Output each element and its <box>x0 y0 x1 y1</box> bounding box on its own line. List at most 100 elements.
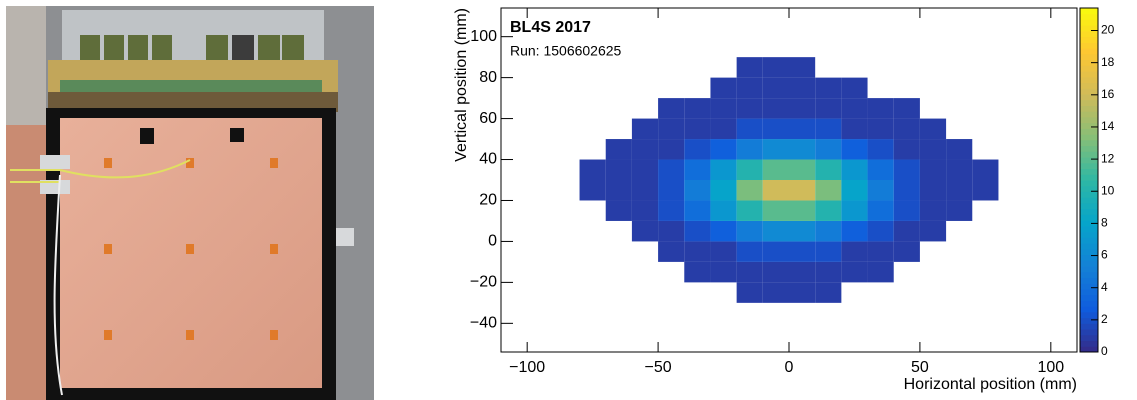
cell <box>605 200 632 221</box>
cell <box>789 200 816 221</box>
cell <box>658 98 685 119</box>
x-tick-label: −50 <box>645 359 672 376</box>
cell <box>762 220 789 242</box>
x-tick-label: −100 <box>509 359 545 376</box>
cell <box>867 241 894 262</box>
cell <box>658 139 685 160</box>
cell <box>789 241 816 262</box>
cell <box>762 57 789 78</box>
cell <box>841 118 868 140</box>
y-axis-label: Vertical position (mm) <box>453 8 470 162</box>
cell <box>579 180 606 201</box>
cell <box>684 220 711 242</box>
cell <box>631 200 659 221</box>
z-tick-label: 8 <box>1101 216 1108 230</box>
x-tick-label: 50 <box>911 359 929 376</box>
cell <box>684 241 711 262</box>
cell <box>867 159 894 180</box>
color-bar <box>1080 8 1098 353</box>
cell <box>658 241 685 262</box>
cell <box>736 180 763 201</box>
cell <box>736 139 763 160</box>
cell <box>815 77 842 99</box>
cell <box>736 200 763 221</box>
cell <box>736 159 763 180</box>
cell <box>789 261 816 283</box>
cell <box>684 159 711 180</box>
cell <box>710 180 737 201</box>
cell <box>815 98 842 119</box>
cell <box>631 220 659 242</box>
cell <box>710 261 737 283</box>
cell <box>946 180 973 201</box>
y-tick-label: 20 <box>479 192 497 209</box>
cell <box>919 220 947 242</box>
y-tick-label: −20 <box>470 274 497 291</box>
cell <box>815 241 842 262</box>
cell <box>841 180 868 201</box>
cell <box>710 200 737 221</box>
cell <box>658 180 685 201</box>
cell <box>789 57 816 78</box>
z-tick-label: 16 <box>1101 87 1115 101</box>
cell <box>789 159 816 180</box>
cell <box>919 139 947 160</box>
cell <box>658 200 685 221</box>
cell <box>762 261 789 283</box>
cell <box>972 180 999 201</box>
cell <box>710 98 737 119</box>
cell <box>919 200 947 221</box>
cell <box>631 180 659 201</box>
cell <box>789 180 816 201</box>
cell <box>710 77 737 99</box>
cell <box>736 241 763 262</box>
cell <box>605 159 632 180</box>
cell <box>631 118 659 140</box>
cell <box>684 180 711 201</box>
cell <box>841 200 868 221</box>
cell <box>789 220 816 242</box>
cell <box>841 139 868 160</box>
cell <box>946 200 973 221</box>
y-tick-label: 80 <box>479 69 497 86</box>
cell <box>841 261 868 283</box>
cell <box>841 241 868 262</box>
cell <box>789 118 816 140</box>
cell <box>736 261 763 283</box>
y-tick-label: 60 <box>479 110 497 127</box>
z-tick-label: 18 <box>1101 55 1115 69</box>
cell <box>815 139 842 160</box>
cell <box>710 139 737 160</box>
z-tick-label: 14 <box>1101 119 1115 133</box>
x-tick-label: 100 <box>1037 359 1064 376</box>
z-tick-label: 20 <box>1101 23 1115 37</box>
cell <box>841 77 868 99</box>
cell <box>789 139 816 160</box>
cell <box>841 220 868 242</box>
cell <box>762 180 789 201</box>
cell <box>893 159 920 180</box>
chart-subtitle: Run: 1506602625 <box>510 43 622 59</box>
cell <box>684 139 711 160</box>
cell <box>919 118 947 140</box>
cell <box>736 118 763 140</box>
cell <box>815 200 842 221</box>
y-tick-label: 100 <box>470 28 497 45</box>
cell <box>867 220 894 242</box>
z-tick-label: 4 <box>1101 280 1108 294</box>
cell <box>867 180 894 201</box>
cell <box>867 261 894 283</box>
cell <box>815 220 842 242</box>
cell <box>919 180 947 201</box>
cell <box>789 77 816 99</box>
cell <box>762 241 789 262</box>
cells <box>579 57 999 303</box>
cell <box>658 220 685 242</box>
cell <box>710 159 737 180</box>
cell <box>684 118 711 140</box>
cell <box>684 200 711 221</box>
z-tick-label: 10 <box>1101 183 1115 197</box>
cell <box>684 261 711 283</box>
cell <box>815 180 842 201</box>
